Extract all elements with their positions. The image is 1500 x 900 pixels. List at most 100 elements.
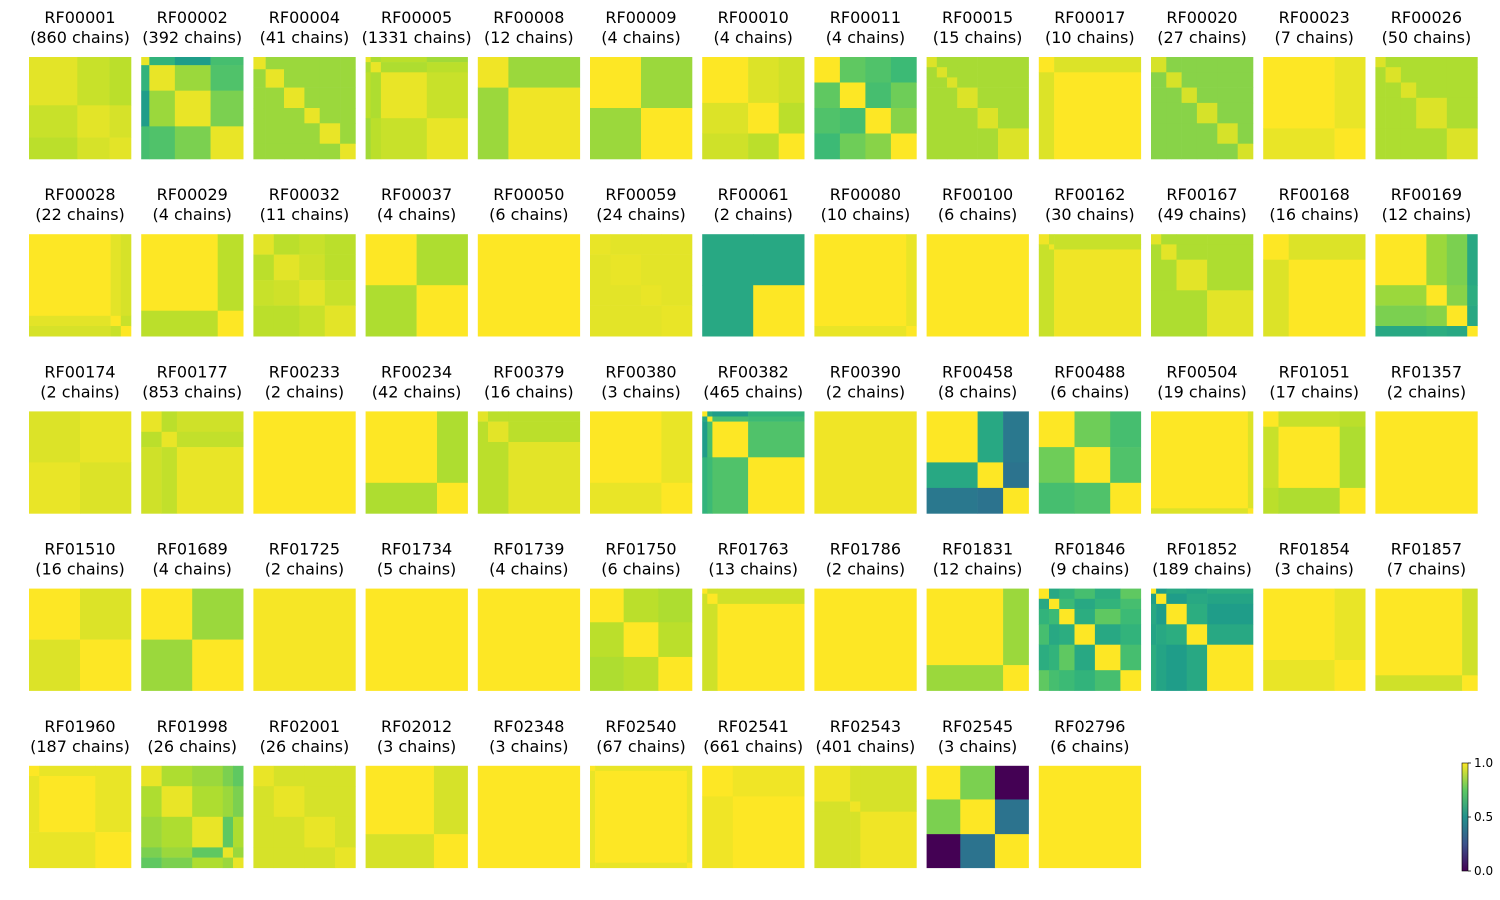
heatmap-cell <box>1094 624 1121 645</box>
heatmap-cell <box>141 411 162 433</box>
heatmap-cell <box>998 57 1029 68</box>
panel-family-label: RF00380 <box>605 362 676 381</box>
heatmap-cell <box>217 234 244 311</box>
heatmap-cell <box>1334 660 1366 691</box>
panel-family-label: RF00020 <box>1166 8 1237 27</box>
heatmap-cell <box>365 482 438 514</box>
heatmap-cell <box>814 108 841 134</box>
heatmap-cell <box>299 254 326 281</box>
panel-family-label: RF02545 <box>942 717 1013 736</box>
heatmap-cell <box>1237 87 1254 104</box>
heatmap-cell <box>161 786 193 818</box>
heatmap-cell <box>778 102 805 134</box>
heatmap-cell <box>253 305 275 337</box>
heatmap-cell <box>1049 609 1060 625</box>
heatmap-panel-RF01734: RF01734(5 chains) <box>365 540 468 691</box>
heatmap-cell <box>814 82 841 109</box>
heatmap-cell <box>1181 87 1198 104</box>
heatmap-cell <box>426 72 468 119</box>
panel-family-label: RF00379 <box>493 362 564 381</box>
heatmap-cell <box>284 57 305 70</box>
heatmap-cell <box>732 796 805 869</box>
heatmap-cell <box>161 411 178 433</box>
heatmap-panel-RF02545: RF02545(3 chains) <box>926 717 1029 869</box>
panel-chain-count-label: (189 chains) <box>1152 560 1252 579</box>
panel-family-label: RF01689 <box>157 540 228 559</box>
heatmap-cell <box>753 285 805 337</box>
panel-family-label: RF00011 <box>830 8 901 27</box>
heatmap-cell <box>233 786 244 818</box>
heatmap-cell <box>1161 290 1177 337</box>
heatmap-cell <box>1207 593 1254 605</box>
heatmap-cell <box>814 326 907 337</box>
heatmap-cell <box>926 799 961 835</box>
heatmap-cell <box>1166 644 1187 691</box>
heatmap-cell <box>141 431 162 448</box>
heatmap-cell <box>686 770 693 863</box>
heatmap-cell <box>437 482 468 514</box>
heatmap-cell <box>1166 57 1182 73</box>
heatmap-cell <box>29 137 78 160</box>
heatmap-cell <box>1416 57 1448 68</box>
heatmap-cell <box>141 57 150 66</box>
heatmap-panels: RF00001(860 chains)RF00002(392 chains)RF… <box>29 8 1478 869</box>
heatmap-cell <box>508 421 581 443</box>
heatmap-panel-RF00009: RF00009(4 chains) <box>590 8 693 160</box>
heatmap-cell <box>477 57 509 88</box>
heatmap-cell <box>370 57 382 63</box>
heatmap-cell <box>365 62 371 73</box>
heatmap-cell <box>265 87 285 109</box>
heatmap-cell <box>850 811 861 869</box>
heatmap-cell <box>1416 128 1448 160</box>
heatmap-cell <box>370 62 382 73</box>
heatmap-cell <box>426 62 468 73</box>
heatmap-cell <box>149 57 176 66</box>
heatmap-cell <box>324 305 356 337</box>
heatmap-cell <box>860 811 917 869</box>
heatmap-panel-RF00167: RF00167(49 chains) <box>1151 185 1254 337</box>
heatmap-cell <box>748 421 805 458</box>
heatmap-cell <box>1278 487 1340 514</box>
heatmap-cell <box>1207 624 1254 645</box>
heatmap-cell <box>1151 290 1162 337</box>
heatmap-cell <box>702 57 749 104</box>
heatmap-cell <box>590 656 624 691</box>
heatmap-cell <box>1375 675 1463 691</box>
heatmap-cell <box>623 622 659 658</box>
panel-chain-count-label: (67 chains) <box>596 737 686 756</box>
heatmap-cell <box>702 796 734 869</box>
heatmap-cell <box>1207 603 1254 625</box>
heatmap-cell <box>1207 644 1254 691</box>
heatmap-panel-RF00169: RF00169(12 chains) <box>1375 185 1478 337</box>
colorbar-tick-label: 0.5 <box>1474 810 1493 824</box>
heatmap-panel-RF00004: RF00004(41 chains) <box>253 8 356 160</box>
heatmap-cell <box>319 108 341 124</box>
heatmap-cell <box>590 622 624 658</box>
heatmap-cell <box>110 326 122 337</box>
heatmap-cell <box>998 87 1029 109</box>
panel-chain-count-label: (4 chains) <box>489 560 568 579</box>
panel-chain-count-label: (4 chains) <box>152 205 231 224</box>
heatmap-cell <box>1166 102 1182 124</box>
heatmap-panel-RF01689: RF01689(4 chains) <box>141 540 244 691</box>
panel-family-label: RF00390 <box>830 362 901 381</box>
heatmap-panel-RF00488: RF00488(6 chains) <box>1038 362 1142 514</box>
heatmap-cell <box>1263 411 1279 427</box>
heatmap-cell <box>1186 603 1208 625</box>
panel-family-label: RF01786 <box>830 540 901 559</box>
heatmap-cell <box>1038 624 1050 645</box>
panel-family-label: RF01960 <box>44 717 115 736</box>
heatmap-cell <box>1247 508 1254 514</box>
heatmap-cell <box>477 442 489 514</box>
heatmap-cell <box>1110 447 1142 484</box>
heatmap-cell <box>1151 102 1167 124</box>
heatmap-cell <box>1059 598 1075 610</box>
panel-family-label: RF00167 <box>1166 185 1237 204</box>
heatmap-cell <box>1176 290 1208 337</box>
panel-chain-count-label: (661 chains) <box>703 737 803 756</box>
heatmap-cell <box>284 108 305 124</box>
heatmap-cell <box>110 234 122 317</box>
heatmap-cell <box>1196 123 1218 144</box>
heatmap-cell <box>222 765 234 787</box>
heatmap-cell <box>174 126 211 160</box>
